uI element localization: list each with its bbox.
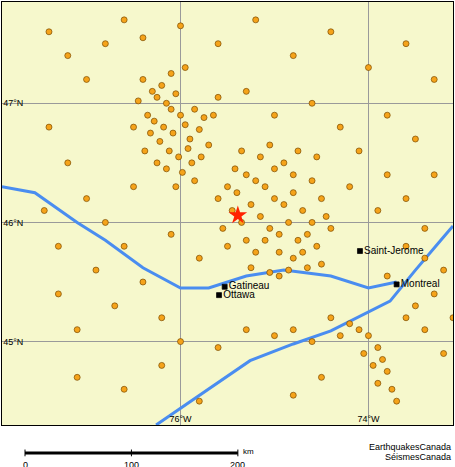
svg-text:45°N: 45°N	[3, 337, 23, 347]
svg-text:Gatineau: Gatineau	[229, 280, 270, 291]
svg-text:SéismesCanada: SéismesCanada	[385, 452, 451, 462]
svg-text:0: 0	[23, 460, 28, 467]
svg-text:EarthquakesCanada: EarthquakesCanada	[369, 442, 451, 452]
svg-text:200: 200	[230, 460, 245, 467]
svg-text:74°W: 74°W	[357, 414, 380, 424]
svg-text:Saint-Jerome: Saint-Jerome	[364, 245, 424, 256]
svg-text:46°N: 46°N	[3, 218, 23, 228]
svg-text:100: 100	[124, 460, 139, 467]
svg-text:47°N: 47°N	[3, 98, 23, 108]
svg-text:Montreal: Montreal	[401, 278, 440, 289]
svg-text:Ottawa: Ottawa	[223, 289, 255, 300]
svg-text:km: km	[243, 447, 254, 456]
svg-text:76°W: 76°W	[169, 414, 192, 424]
